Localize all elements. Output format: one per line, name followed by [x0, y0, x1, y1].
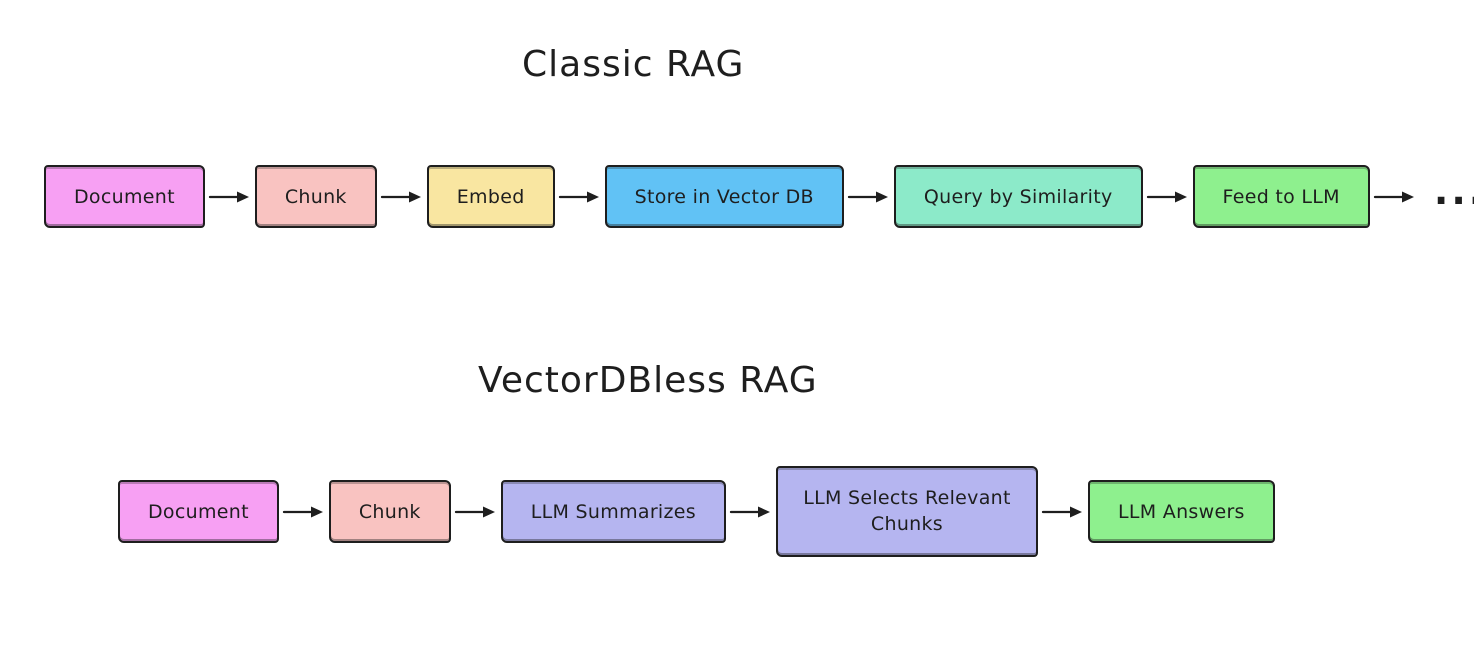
- flow-arrow-icon: [1041, 502, 1085, 522]
- node-label: LLM Summarizes: [530, 500, 696, 523]
- flow-arrow-icon: [1373, 187, 1417, 207]
- node-embed: Embed: [426, 165, 555, 228]
- node-llm-summarizes: LLM Summarizes: [500, 480, 726, 543]
- flow-arrow-icon: [558, 187, 602, 207]
- node-label: Feed to LLM: [1222, 185, 1340, 208]
- node-label: Embed: [456, 185, 525, 208]
- node-label: Document: [74, 185, 175, 208]
- node-label: Chunk: [284, 185, 347, 208]
- node-label: Query by Similarity: [923, 185, 1113, 208]
- vectordbless-rag-title: VectorDBless RAG: [478, 360, 818, 401]
- classic-rag-flow: Document Chunk Embed Store in Vector DB Quer…: [44, 165, 1474, 228]
- node-chunk: Chunk: [328, 480, 451, 543]
- flow-arrow-icon: [282, 502, 326, 522]
- node-query-by-similarity: Query by Similarity: [893, 165, 1143, 228]
- flow-arrow-icon: [454, 502, 498, 522]
- node-document: Document: [44, 165, 205, 228]
- node-llm-selects-relevant-chunks: LLM Selects Relevant Chunks: [775, 466, 1038, 557]
- node-document: Document: [118, 480, 279, 543]
- node-label: Document: [148, 500, 249, 523]
- node-label: LLM Selects Relevant Chunks: [803, 486, 1011, 535]
- flow-arrow-icon: [380, 187, 424, 207]
- flow-arrow-icon: [847, 187, 891, 207]
- node-llm-answers: LLM Answers: [1087, 480, 1275, 543]
- node-label: LLM Answers: [1117, 500, 1245, 523]
- vectordbless-rag-flow: Document Chunk LLM Summarizes LLM Selects R…: [118, 466, 1275, 557]
- node-feed-to-llm: Feed to LLM: [1192, 165, 1370, 228]
- ellipsis-continuation: ...: [1433, 168, 1474, 213]
- flow-arrow-icon: [729, 502, 773, 522]
- flow-arrow-icon: [208, 187, 252, 207]
- node-label: Store in Vector DB: [634, 185, 814, 208]
- node-label: Chunk: [358, 500, 421, 523]
- node-store-in-vector-db: Store in Vector DB: [604, 165, 844, 228]
- node-chunk: Chunk: [254, 165, 377, 228]
- classic-rag-title: Classic RAG: [522, 44, 745, 85]
- flow-arrow-icon: [1146, 187, 1190, 207]
